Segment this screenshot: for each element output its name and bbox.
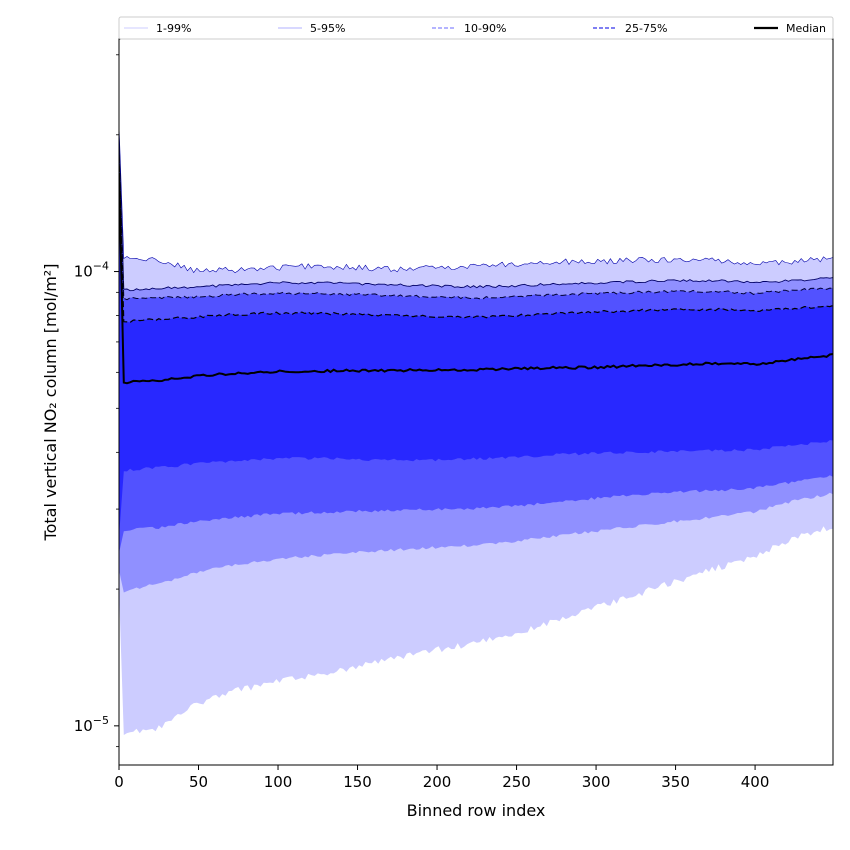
y-axis-label: Total vertical NO₂ column [mol/m²] (41, 264, 60, 542)
x-tick-label: 250 (502, 773, 531, 791)
band-25-75% (119, 157, 833, 538)
legend-label: 1-99% (156, 22, 191, 35)
legend-label: 5-95% (310, 22, 345, 35)
x-tick-label: 0 (114, 773, 124, 791)
legend-label: 25-75% (625, 22, 667, 35)
y-tick-exponent: −4 (93, 260, 109, 273)
y-tick-base: 10 (74, 717, 93, 735)
x-tick-label: 350 (661, 773, 690, 791)
band-upper-edge-1-99% (119, 125, 833, 274)
band-upper-edge-5-95% (119, 135, 833, 292)
legend-label: Median (786, 22, 826, 35)
y-tick-label: 10−5 (74, 714, 109, 735)
legend-label: 10-90% (464, 22, 506, 35)
median-line (119, 172, 833, 385)
legend: 1-99% 5-95% 10-90% 25-75% Median (118, 16, 834, 40)
y-axis: 10−510−4 (74, 54, 119, 748)
x-tick-label: 300 (582, 773, 611, 791)
plot-area (118, 38, 834, 766)
y-tick-base: 10 (74, 263, 93, 281)
x-tick-label: 200 (423, 773, 452, 791)
y-tick-exponent: −5 (93, 714, 109, 727)
x-tick-label: 150 (343, 773, 372, 791)
legend-box (118, 16, 834, 40)
x-axis: 0 50 100 150 200 250 300 350 400 (114, 765, 769, 791)
band-upper-edge-25-75% (119, 157, 833, 324)
x-tick-label: 50 (189, 773, 208, 791)
y-tick-label: 10−4 (74, 260, 109, 281)
band-upper-edge-10-90% (119, 145, 833, 301)
x-axis-label: Binned row index (407, 801, 546, 820)
x-tick-label: 400 (741, 773, 770, 791)
x-tick-label: 100 (264, 773, 293, 791)
data-series-group (119, 125, 833, 735)
